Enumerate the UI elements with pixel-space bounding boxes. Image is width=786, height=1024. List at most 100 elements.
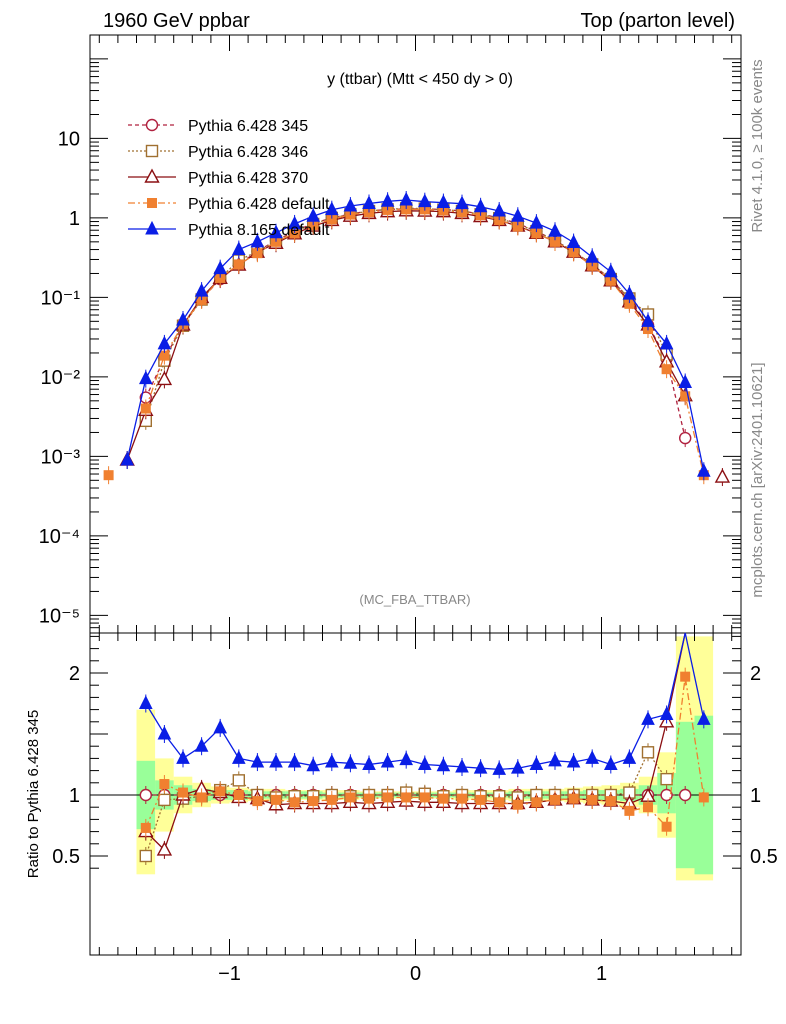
marker-square-filled	[605, 796, 616, 807]
marker-triangle-filled	[436, 194, 451, 209]
marker-triangle-filled	[473, 760, 488, 774]
marker-triangle-filled	[436, 757, 451, 772]
legend-label: Pythia 6.428 370	[188, 170, 308, 187]
marker-triangle-filled	[324, 201, 339, 216]
marker-square-filled	[624, 805, 635, 816]
marker-square-filled	[252, 796, 263, 807]
marker-triangle-filled	[566, 753, 581, 768]
ratio-series-group	[138, 632, 711, 865]
marker-square-filled	[680, 671, 691, 682]
marker-triangle-filled	[231, 750, 246, 764]
marker-triangle-filled	[380, 193, 395, 207]
marker-triangle-filled	[250, 233, 265, 248]
marker-square-filled	[178, 787, 188, 798]
marker-square-filled	[438, 793, 449, 804]
marker-triangle-filled	[455, 195, 469, 210]
y-tick-label: 10⁻³	[41, 446, 81, 468]
marker-square-filled	[661, 364, 672, 375]
marker-triangle-filled	[157, 725, 172, 740]
marker-triangle-filled	[548, 223, 562, 237]
marker-triangle	[156, 841, 173, 856]
ratio-tick-label: 0.5	[52, 846, 80, 868]
marker-square-filled	[289, 797, 300, 808]
marker-triangle-filled	[455, 758, 469, 773]
marker-triangle-filled	[473, 198, 488, 213]
marker-circle	[679, 431, 692, 445]
y-tick-label: 10⁻⁵	[39, 605, 80, 627]
marker-triangle-filled	[641, 313, 655, 327]
marker-triangle-filled	[324, 753, 339, 768]
main-series-group	[103, 191, 731, 487]
x-tick-label: −1	[218, 963, 241, 985]
mcplots-label: mcplots.cern.ch [arXiv:2401.10621]	[749, 362, 766, 597]
marker-square-filled	[147, 198, 157, 208]
marker-triangle-filled	[585, 249, 600, 263]
marker-triangle-filled	[417, 193, 432, 208]
marker-square-filled	[643, 802, 653, 813]
marker-triangle-filled	[380, 753, 395, 768]
x-tick-label: 1	[596, 963, 607, 985]
marker-triangle-filled	[641, 711, 655, 725]
ratio-ylabel: Ratio to Pythia 6.428 345	[25, 710, 42, 878]
ratio-tick-label: 1	[69, 785, 80, 807]
marker-circle	[679, 788, 692, 802]
marker-square-filled	[550, 794, 560, 805]
marker-triangle-filled	[287, 753, 302, 768]
marker-triangle-filled	[250, 753, 265, 768]
header-left: 1960 GeV ppbar	[103, 10, 250, 32]
marker-triangle-filled	[417, 756, 432, 770]
marker-square	[660, 772, 673, 786]
analysis-label: (MC_FBA_TTBAR)	[359, 592, 470, 607]
marker-triangle-filled	[213, 260, 228, 275]
marker-triangle-filled	[696, 711, 711, 725]
series-line	[145, 207, 668, 421]
marker-triangle-filled	[194, 738, 209, 752]
legend-label: Pythia 6.428 346	[188, 144, 308, 161]
series-line	[126, 199, 705, 472]
marker-square-filled	[345, 792, 356, 803]
marker-triangle-filled	[138, 370, 153, 385]
marker-square-filled	[475, 794, 486, 805]
ratio-tick-label-right: 0.5	[750, 846, 778, 868]
series-line	[145, 208, 686, 439]
marker-square-filled	[215, 786, 226, 797]
marker-square-filled	[103, 470, 114, 481]
marker-triangle-filled	[622, 750, 637, 764]
marker-triangle	[714, 468, 731, 483]
marker-square-filled	[308, 796, 319, 807]
marker-triangle-filled	[622, 285, 637, 300]
marker-square-filled	[401, 792, 412, 803]
ratio-tick-label-right: 1	[750, 785, 761, 807]
marker-triangle-filled	[603, 263, 618, 278]
marker-triangle-filled	[287, 215, 302, 230]
marker-triangle-filled	[213, 719, 228, 734]
marker-square	[158, 793, 171, 807]
ratio-tick-label: 2	[69, 663, 80, 685]
marker-triangle-filled	[176, 750, 190, 764]
marker-triangle-filled	[492, 761, 507, 775]
marker-square-filled	[419, 792, 430, 803]
marker-square-filled	[382, 792, 393, 803]
marker-triangle	[144, 168, 160, 183]
marker-square-filled	[233, 259, 244, 270]
marker-triangle-filled	[529, 214, 544, 229]
marker-triangle-filled	[120, 451, 135, 466]
marker-square-filled	[494, 797, 505, 808]
marker-triangle-filled	[659, 706, 674, 720]
header-right: Top (parton level)	[580, 10, 735, 32]
marker-triangle-filled	[231, 241, 246, 256]
marker-square-filled	[512, 799, 523, 810]
series-line	[145, 208, 705, 476]
marker-triangle-filled	[343, 755, 358, 769]
marker-triangle-filled	[529, 756, 544, 770]
rivet-label: Rivet 4.1.0, ≥ 100k events	[749, 59, 766, 232]
marker-square-filled	[568, 793, 579, 804]
marker-square-filled	[661, 821, 672, 832]
marker-triangle-filled	[399, 751, 414, 766]
marker-circle	[145, 118, 159, 132]
y-tick-label: 10⁻²	[41, 367, 81, 389]
y-tick-label: 10	[58, 128, 80, 150]
marker-triangle-filled	[696, 463, 711, 477]
y-tick-label: 1	[69, 208, 80, 230]
